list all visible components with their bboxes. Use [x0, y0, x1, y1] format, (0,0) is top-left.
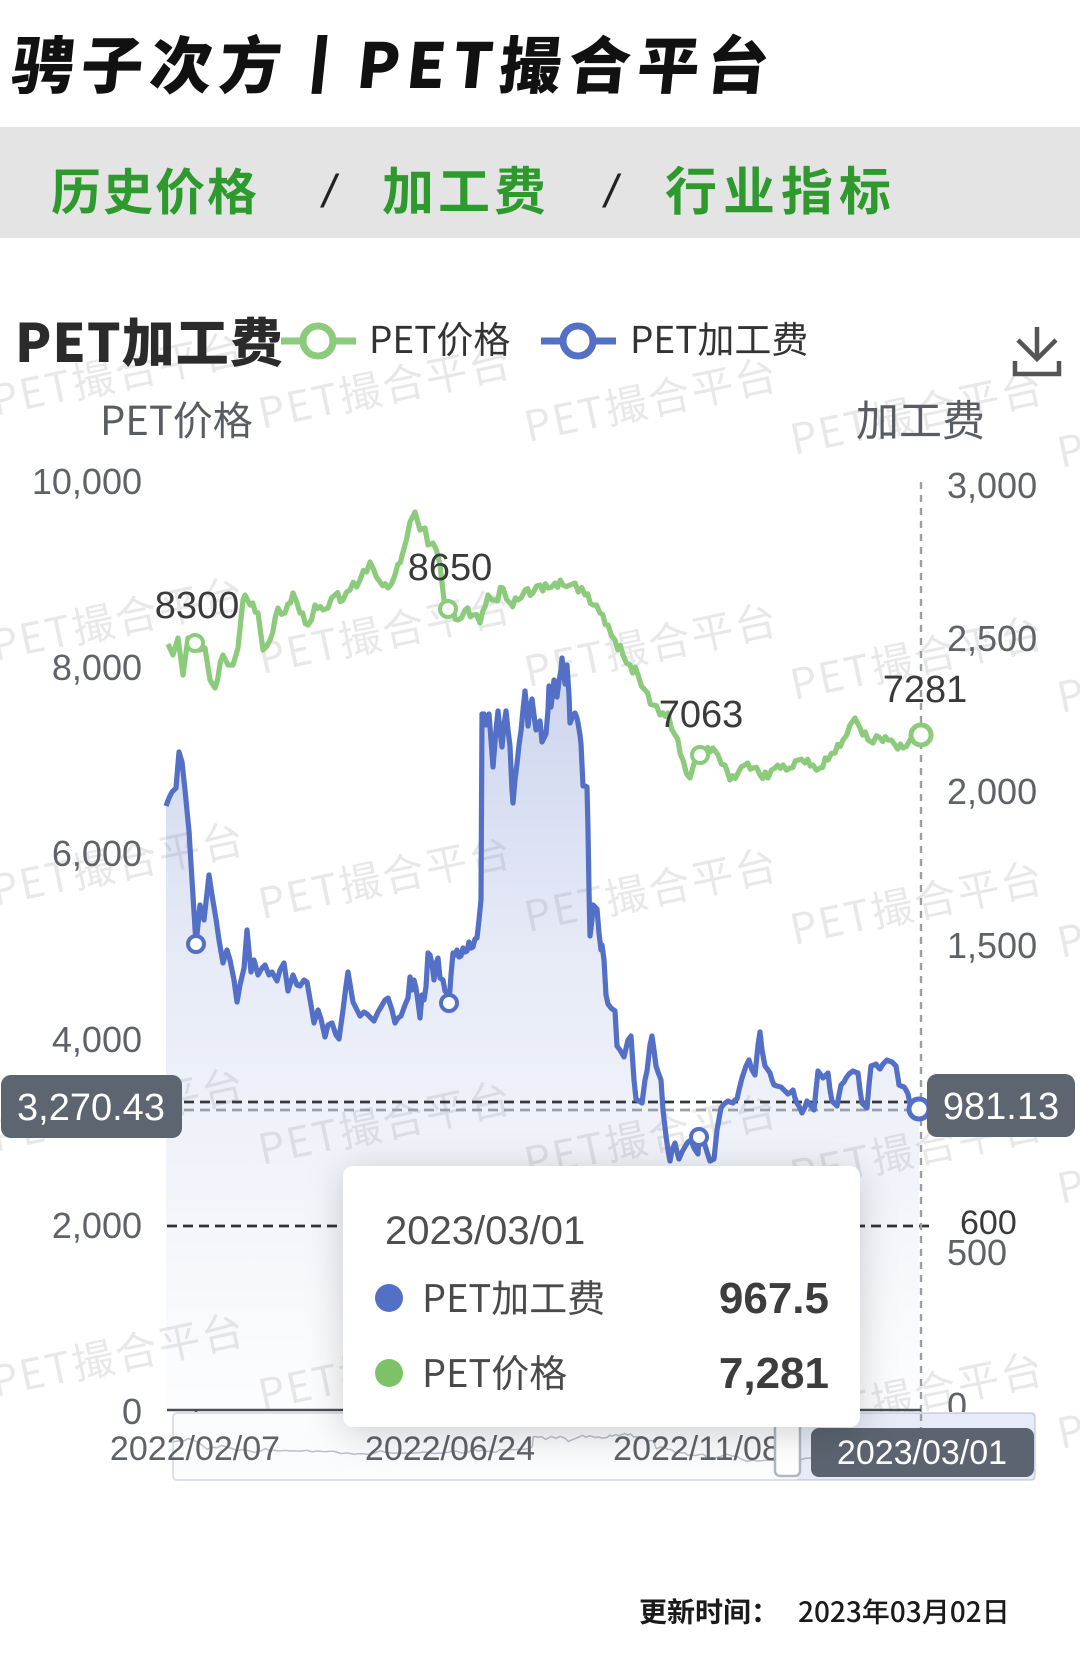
svg-text:2023/03/01: 2023/03/01	[837, 1434, 1007, 1472]
svg-text:981.13: 981.13	[943, 1086, 1059, 1128]
svg-text:2022/06/24: 2022/06/24	[365, 1430, 535, 1468]
svg-text:2,000: 2,000	[52, 1205, 142, 1246]
svg-text:10,000: 10,000	[32, 461, 142, 502]
svg-text:600: 600	[960, 1204, 1017, 1242]
svg-text:8300: 8300	[155, 585, 240, 627]
svg-text:7281: 7281	[883, 669, 968, 711]
svg-text:/: /	[320, 165, 340, 217]
svg-text:500: 500	[947, 1232, 1007, 1273]
svg-text:7063: 7063	[659, 694, 744, 736]
svg-text:2023/03/01: 2023/03/01	[385, 1209, 585, 1253]
svg-text:3,000: 3,000	[947, 465, 1037, 506]
svg-text:2,000: 2,000	[947, 771, 1037, 812]
svg-text:2022/02/07: 2022/02/07	[110, 1430, 280, 1468]
svg-text:6,000: 6,000	[52, 833, 142, 874]
svg-text:2,500: 2,500	[947, 618, 1037, 659]
svg-text:0: 0	[122, 1391, 142, 1432]
svg-text:/: /	[602, 165, 622, 217]
svg-text:2022/11/08: 2022/11/08	[613, 1430, 781, 1468]
svg-text:4,000: 4,000	[52, 1019, 142, 1060]
svg-text:967.5: 967.5	[719, 1274, 829, 1323]
svg-text:8650: 8650	[408, 547, 493, 589]
svg-text:8,000: 8,000	[52, 647, 142, 688]
svg-text:1,500: 1,500	[947, 925, 1037, 966]
svg-text:7,281: 7,281	[719, 1349, 829, 1398]
svg-text:3,270.43: 3,270.43	[17, 1087, 165, 1129]
